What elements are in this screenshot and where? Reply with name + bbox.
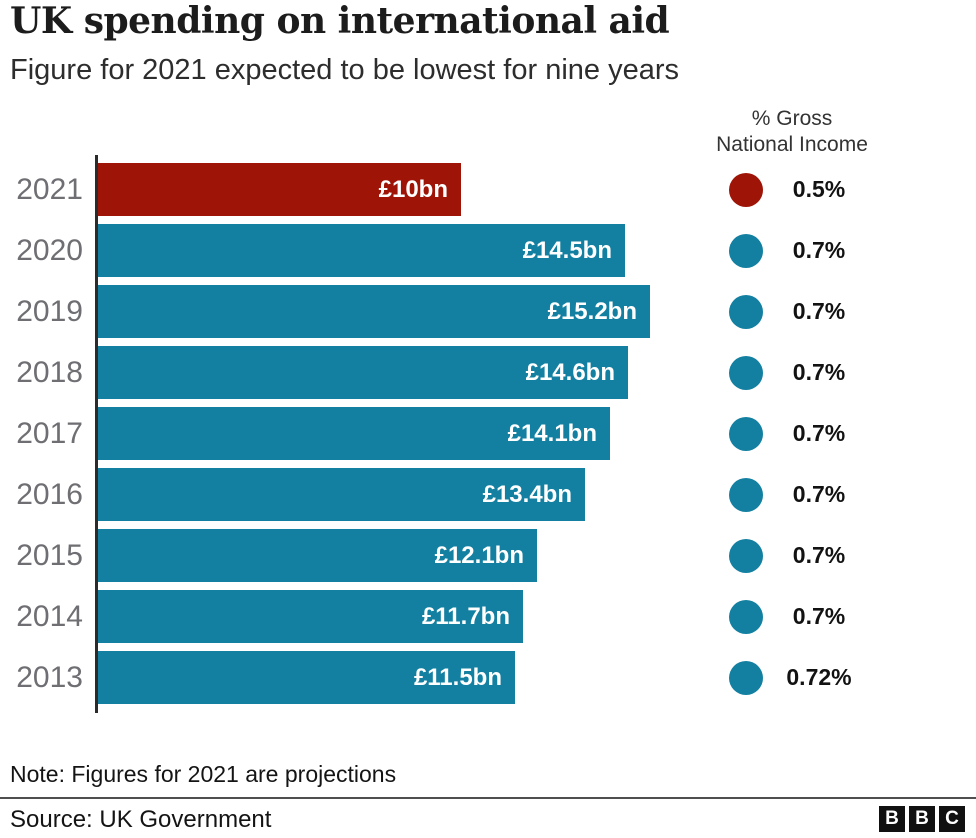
bbc-logo-letter: C bbox=[939, 806, 965, 832]
bar-value-label: £11.7bn bbox=[421, 602, 510, 630]
chart-row-2017: 2017 £14.1bn 0.7% bbox=[10, 407, 976, 460]
bar-track: £11.7bn bbox=[97, 590, 659, 643]
gni-legend-heading-line2: National Income bbox=[716, 133, 868, 156]
gni-percent-label: 0.7% bbox=[792, 420, 846, 446]
bar-value-label: £11.5bn bbox=[413, 663, 502, 691]
chart-subtitle: Figure for 2021 expected to be lowest fo… bbox=[10, 54, 679, 86]
bar-chart: 2021 £10bn 0.5% 2020 £14.5bn 0.7% 2019 bbox=[10, 163, 976, 712]
bar-track: £13.4bn bbox=[97, 468, 659, 521]
bar-track: £15.2bn bbox=[97, 285, 659, 338]
chart-title: UK spending on international aid bbox=[10, 0, 670, 42]
gni-percent-label: 0.7% bbox=[792, 359, 846, 385]
y-axis-line bbox=[95, 155, 98, 713]
bar-track: £11.5bn bbox=[97, 651, 659, 704]
gni-dot-icon bbox=[729, 538, 763, 573]
chart-row-2020: 2020 £14.5bn 0.7% bbox=[10, 224, 976, 277]
gni-dot-icon bbox=[729, 416, 763, 451]
gni-percent-label: 0.7% bbox=[792, 603, 846, 629]
bar-2018: £14.6bn bbox=[97, 346, 628, 399]
gni-dot-icon bbox=[729, 294, 763, 329]
chart-row-2019: 2019 £15.2bn 0.7% bbox=[10, 285, 976, 338]
gni-percent-label: 0.5% bbox=[792, 176, 846, 202]
bar-2017: £14.1bn bbox=[97, 407, 610, 460]
bar-2015: £12.1bn bbox=[97, 529, 537, 582]
gni-percent-label: 0.7% bbox=[792, 481, 846, 507]
bbc-logo-letter: B bbox=[909, 806, 935, 832]
chart-note: Note: Figures for 2021 are projections bbox=[10, 761, 397, 787]
gni-dot-icon bbox=[729, 660, 763, 695]
gni-percent-label: 0.7% bbox=[792, 298, 846, 324]
bar-value-label: £13.4bn bbox=[482, 480, 572, 508]
bbc-logo: B B C bbox=[879, 806, 965, 832]
bar-2020: £14.5bn bbox=[97, 224, 625, 277]
chart-row-2021: 2021 £10bn 0.5% bbox=[10, 163, 976, 216]
bar-2014: £11.7bn bbox=[97, 590, 523, 643]
gni-dot-icon bbox=[729, 355, 763, 390]
bar-value-label: £15.2bn bbox=[547, 297, 637, 325]
chart-row-2013: 2013 £11.5bn 0.72% bbox=[10, 651, 976, 704]
bar-value-label: £14.5bn bbox=[522, 236, 612, 264]
year-label: 2021 bbox=[16, 172, 83, 206]
gni-dot-icon bbox=[729, 477, 763, 512]
year-label: 2015 bbox=[16, 538, 83, 572]
bar-value-label: £10bn bbox=[378, 175, 448, 203]
bar-2019: £15.2bn bbox=[97, 285, 650, 338]
bar-track: £14.1bn bbox=[97, 407, 659, 460]
gni-dot-icon bbox=[729, 599, 763, 634]
chart-row-2018: 2018 £14.6bn 0.7% bbox=[10, 346, 976, 399]
bar-value-label: £14.6bn bbox=[525, 358, 615, 386]
footer-divider bbox=[0, 797, 976, 799]
gni-legend-heading-line1: % Gross bbox=[751, 107, 833, 130]
bar-track: £14.5bn bbox=[97, 224, 659, 277]
gni-percent-label: 0.7% bbox=[792, 542, 846, 568]
chart-row-2014: 2014 £11.7bn 0.7% bbox=[10, 590, 976, 643]
year-label: 2017 bbox=[16, 416, 83, 450]
gni-percent-label: 0.7% bbox=[792, 237, 846, 263]
gni-percent-label: 0.72% bbox=[786, 664, 852, 690]
bar-track: £14.6bn bbox=[97, 346, 659, 399]
year-label: 2018 bbox=[16, 355, 83, 389]
bar-2021: £10bn bbox=[97, 163, 461, 216]
bar-value-label: £12.1bn bbox=[434, 541, 524, 569]
year-label: 2014 bbox=[16, 599, 83, 633]
bar-track: £10bn bbox=[97, 163, 659, 216]
source-credit: Source: UK Government bbox=[10, 806, 272, 833]
year-label: 2019 bbox=[16, 294, 83, 328]
bbc-logo-letter: B bbox=[879, 806, 905, 832]
gni-dot-icon bbox=[729, 233, 763, 268]
year-label: 2016 bbox=[16, 477, 83, 511]
gni-dot-icon bbox=[729, 172, 763, 207]
gni-legend-heading: % Gross National Income bbox=[692, 106, 892, 158]
chart-row-2016: 2016 £13.4bn 0.7% bbox=[10, 468, 976, 521]
chart-row-2015: 2015 £12.1bn 0.7% bbox=[10, 529, 976, 582]
bar-value-label: £14.1bn bbox=[507, 419, 597, 447]
year-label: 2020 bbox=[16, 233, 83, 267]
bar-2013: £11.5bn bbox=[97, 651, 515, 704]
year-label: 2013 bbox=[16, 660, 83, 694]
bar-2016: £13.4bn bbox=[97, 468, 585, 521]
bar-track: £12.1bn bbox=[97, 529, 659, 582]
